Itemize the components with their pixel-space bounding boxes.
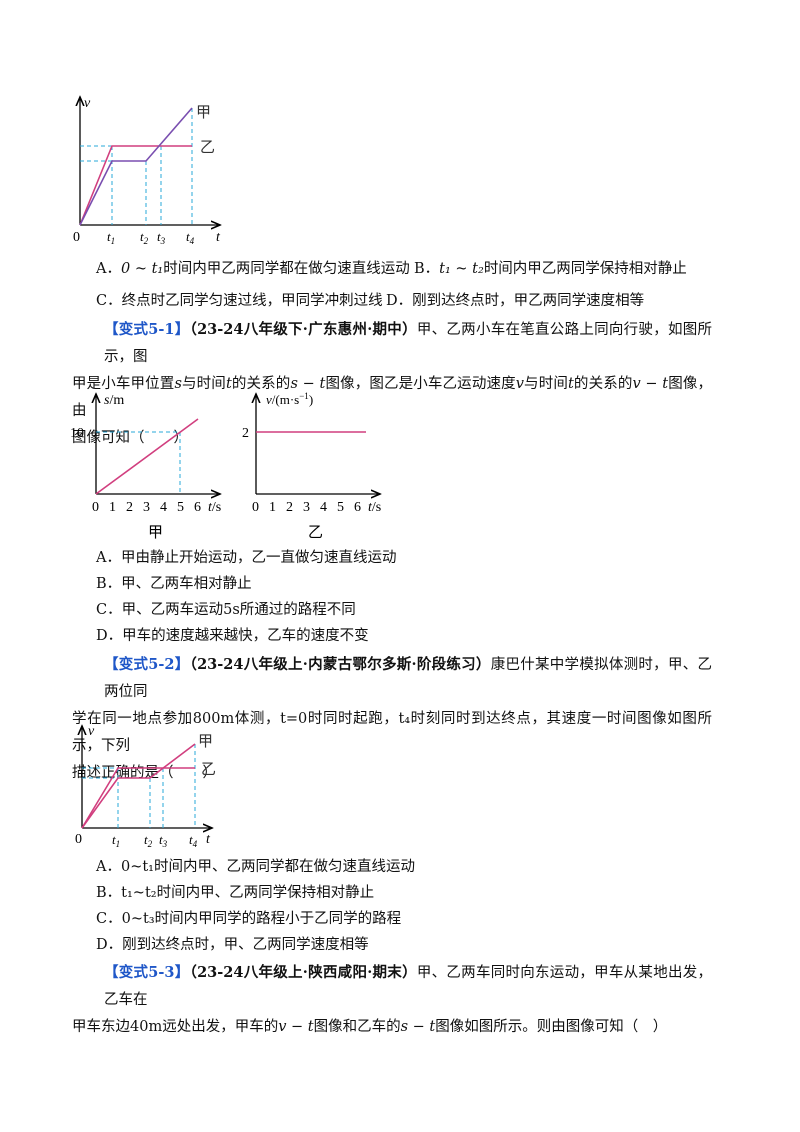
tag-5-1: 【变式5-1】 — [104, 321, 190, 338]
option-c[interactable]: C．终点时乙同学匀速过线，甲同学冲刺过线 — [96, 293, 383, 309]
svg-text:6: 6 — [354, 500, 361, 515]
svg-text:t1: t1 — [112, 832, 120, 849]
q51-option-d[interactable]: D．甲车的速度越来越快，乙车的速度不变 — [96, 628, 369, 644]
jia-label: 甲 — [196, 105, 211, 121]
svg-text:t4: t4 — [186, 229, 195, 245]
t-axis-label: t — [216, 230, 221, 245]
svg-text:1: 1 — [109, 500, 116, 515]
tag-5-3: 【变式5-3】 — [104, 964, 190, 981]
svg-text:6: 6 — [194, 500, 201, 515]
svg-text:2: 2 — [242, 426, 249, 441]
svg-text:3: 3 — [143, 500, 150, 515]
svg-text:2: 2 — [286, 500, 293, 515]
vt-graph-5-2: v t 0 t1 t2 t3 t4 甲 乙 — [75, 724, 216, 849]
svg-text:t3: t3 — [159, 832, 168, 849]
svg-text:2: 2 — [126, 500, 133, 515]
svg-text:甲: 甲 — [198, 734, 213, 750]
svg-text:4: 4 — [320, 500, 327, 515]
svg-text:t1: t1 — [107, 229, 115, 245]
svg-text:t/s: t/s — [208, 500, 221, 515]
q51-option-c[interactable]: C．甲、乙两车运动5s所通过的路程不同 — [96, 602, 356, 618]
vt-graph-yi: v/(m·s−1) 2 0 1 2 3 4 5 6 t/s 乙 — [242, 391, 398, 541]
series-yi-line — [79, 145, 192, 226]
option-d[interactable]: D．刚到达终点时，甲乙两同学速度相等 — [386, 293, 645, 309]
svg-text:3: 3 — [303, 500, 310, 515]
series-yi-line — [81, 767, 195, 829]
option-a[interactable]: A．0 ~ t₁时间内甲乙两同学都在做匀速直线运动 — [96, 261, 410, 277]
svg-text:5: 5 — [177, 500, 184, 515]
question-5-2: 【变式5-2】（23-24八年级上·内蒙古鄂尔多斯·阶段练习）康巴什某中学模拟体… — [72, 656, 712, 781]
q52-option-b[interactable]: B．t₁~t₂时间内甲、乙两同学保持相对静止 — [96, 885, 375, 901]
svg-text:t2: t2 — [144, 832, 153, 849]
svg-text:t2: t2 — [140, 229, 149, 245]
svg-text:5: 5 — [337, 500, 344, 515]
q52-option-a[interactable]: A．0~t₁时间内甲、乙两同学都在做匀速直线运动 — [96, 859, 415, 875]
question-5-3: 【变式5-3】（23-24八年级上·陕西咸阳·期末）甲、乙两车同时向东运动，甲车… — [72, 964, 713, 1035]
q51-option-b[interactable]: B．甲、乙两车相对静止 — [96, 576, 252, 592]
v-axis-label: v — [84, 96, 91, 111]
q52-option-d[interactable]: D．刚到达终点时，甲、乙两同学速度相等 — [96, 937, 369, 953]
series-jia-line — [79, 107, 193, 226]
caption-yi: 乙 — [308, 525, 323, 541]
question-5-1: 【变式5-1】（23-24八年级下·广东惠州·期中）甲、乙两小车在笔直公路上同向… — [72, 321, 713, 446]
series-jia-line — [81, 743, 196, 829]
svg-text:t/s: t/s — [368, 500, 381, 515]
svg-text:t: t — [206, 832, 211, 847]
svg-text:0: 0 — [252, 500, 259, 515]
yi-label: 乙 — [200, 140, 215, 156]
svg-text:v: v — [88, 724, 95, 739]
tag-5-2: 【变式5-2】 — [104, 656, 190, 673]
q52-option-c[interactable]: C．0~t₃时间内甲同学的路程小于乙同学的路程 — [96, 911, 402, 927]
svg-text:t4: t4 — [189, 832, 198, 849]
series-jia-line — [95, 418, 199, 495]
svg-text:10: 10 — [70, 426, 84, 441]
svg-text:0: 0 — [75, 832, 82, 847]
option-b[interactable]: B．t₁ ~ t₂时间内甲乙两同学保持相对静止 — [414, 261, 687, 277]
st-graph-jia: s/m 10 0 1 2 3 4 5 6 t/s 甲 — [70, 390, 240, 541]
svg-text:s/m: s/m — [104, 393, 124, 408]
svg-text:v/(m·s−1): v/(m·s−1) — [266, 391, 313, 407]
q51-option-a[interactable]: A．甲由静止开始运动，乙一直做匀速直线运动 — [96, 550, 397, 566]
svg-text:乙: 乙 — [201, 762, 216, 778]
origin-label: 0 — [73, 230, 80, 245]
svg-text:1: 1 — [269, 500, 276, 515]
svg-text:4: 4 — [160, 500, 167, 515]
vt-graph-1: v t 0 t1 t2 t3 t4 甲 乙 — [73, 93, 230, 245]
svg-text:0: 0 — [92, 500, 99, 515]
caption-jia: 甲 — [148, 525, 163, 541]
svg-text:t3: t3 — [157, 229, 166, 245]
